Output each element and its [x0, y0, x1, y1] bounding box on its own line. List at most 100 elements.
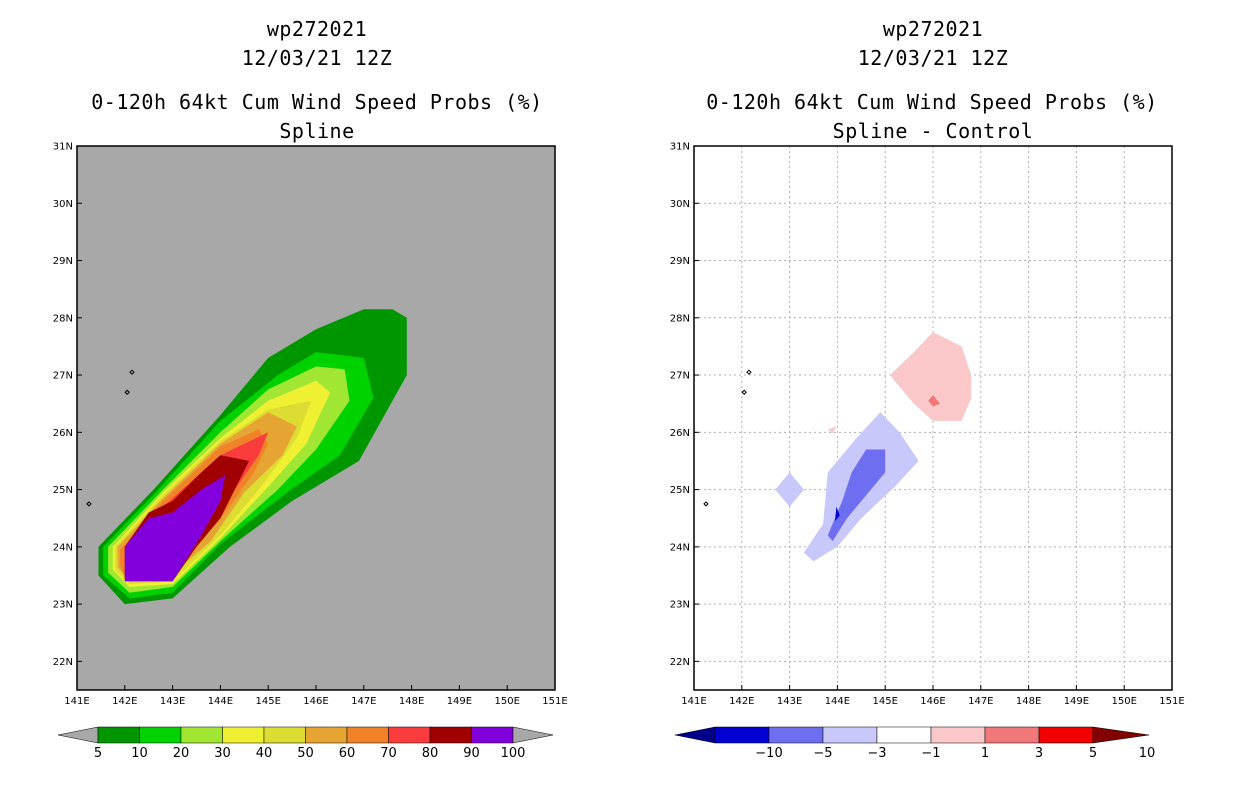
y-tick-label: 29N	[670, 256, 690, 267]
x-tick-label: 145E	[872, 696, 897, 707]
left-title-product: 0-120h 64kt Cum Wind Speed Probs (%)	[91, 90, 543, 114]
colorbar-label: −1	[921, 746, 940, 761]
x-tick-label: 150E	[1111, 696, 1136, 707]
colorbar-label: 20	[173, 746, 190, 761]
colorbar-low-arrow	[674, 726, 716, 744]
contour-neg1-1	[775, 472, 804, 507]
y-tick-label: 27N	[670, 371, 690, 382]
island-outline	[741, 389, 747, 395]
right-title-storm-id: wp272021	[882, 17, 984, 41]
colorbar-swatch	[768, 726, 824, 744]
x-tick-label: 143E	[777, 696, 802, 707]
x-tick-label: 146E	[920, 696, 945, 707]
colorbar-label: 10	[131, 746, 148, 761]
colorbar-label: 40	[256, 746, 273, 761]
y-tick-label: 23N	[670, 600, 690, 611]
right-title-method: Spline - Control	[832, 119, 1034, 143]
colorbar-swatch	[263, 726, 306, 744]
colorbar-label: 10	[1139, 746, 1156, 761]
x-tick-label: 148E	[1016, 696, 1041, 707]
colorbar-swatch	[429, 726, 472, 744]
colorbar-label: 3	[1035, 746, 1043, 761]
x-tick-label: 144E	[208, 696, 233, 707]
x-tick-label: 142E	[729, 696, 754, 707]
y-tick-label: 27N	[53, 371, 73, 382]
colorbar-high-arrow	[1092, 726, 1150, 744]
colorbar-swatch	[139, 726, 182, 744]
contour-neg5-3	[835, 506, 840, 522]
x-tick-label: 142E	[112, 696, 137, 707]
y-tick-label: 25N	[670, 485, 690, 496]
colorbar-label: 5	[94, 746, 102, 761]
contour-1-5	[827, 426, 837, 434]
x-tick-label: 146E	[303, 696, 328, 707]
island-outline	[86, 501, 92, 507]
x-tick-label: 151E	[542, 696, 567, 707]
colorbar-label: 30	[214, 746, 231, 761]
x-tick-label: 151E	[1159, 696, 1184, 707]
colorbar-swatch	[388, 726, 431, 744]
left-title-method: Spline	[279, 119, 355, 143]
x-tick-label: 149E	[1064, 696, 1089, 707]
y-tick-label: 31N	[53, 142, 73, 153]
colorbar-label: −10	[755, 746, 782, 761]
y-tick-label: 28N	[53, 313, 73, 324]
contour-neg3-2	[827, 449, 886, 542]
x-tick-label: 144E	[825, 696, 850, 707]
colorbar-label: 1	[981, 746, 989, 761]
contour-90-9	[124, 475, 226, 582]
y-tick-label: 22N	[53, 657, 73, 668]
y-tick-label: 28N	[670, 313, 690, 324]
contour-3-6	[928, 395, 941, 407]
colorbar-swatch	[1038, 726, 1094, 744]
x-tick-label: 150E	[494, 696, 519, 707]
x-tick-label: 147E	[351, 696, 376, 707]
y-tick-label: 26N	[670, 428, 690, 439]
contour-1-4	[890, 332, 972, 421]
colorbar-low-arrow	[57, 726, 99, 744]
y-tick-label: 26N	[53, 428, 73, 439]
y-tick-label: 23N	[53, 600, 73, 611]
colorbar-label: 60	[339, 746, 356, 761]
left-title-storm-id: wp272021	[266, 17, 368, 41]
colorbar: 5 10 20 30 40 50 60 70 80 90 100	[57, 726, 554, 761]
colorbar-swatch	[346, 726, 389, 744]
colorbar-label: 50	[297, 746, 314, 761]
colorbar-swatch	[714, 726, 770, 744]
x-tick-label: 147E	[968, 696, 993, 707]
x-tick-label: 148E	[399, 696, 424, 707]
colorbar-swatch	[222, 726, 265, 744]
panel-0: 141E 142E 143E 144E 145E 146E 147E 148E 149E 150E…	[53, 142, 568, 762]
x-tick-label: 141E	[64, 696, 89, 707]
y-tick-label: 29N	[53, 256, 73, 267]
colorbar-swatch	[97, 726, 140, 744]
colorbar-swatch	[984, 726, 1040, 744]
colorbar-swatch	[930, 726, 986, 744]
colorbar-swatch	[822, 726, 878, 744]
y-tick-label: 30N	[670, 199, 690, 210]
x-tick-label: 143E	[160, 696, 185, 707]
colorbar-swatch	[471, 726, 514, 744]
left-title-datetime: 12/03/21 12Z	[241, 46, 393, 70]
y-tick-label: 24N	[53, 542, 73, 553]
y-tick-label: 31N	[670, 142, 690, 153]
y-tick-label: 30N	[53, 199, 73, 210]
colorbar-label: −5	[813, 746, 832, 761]
panel-1: 141E 142E 143E 144E 145E 146E 147E 148E 149E 150E…	[670, 142, 1185, 762]
colorbar-label: 90	[463, 746, 480, 761]
right-title-product: 0-120h 64kt Cum Wind Speed Probs (%)	[706, 90, 1158, 114]
colorbar-label: −3	[867, 746, 886, 761]
colorbar-swatch	[876, 726, 932, 744]
colorbar: −10 −5 −3 −1 1 3 5 10	[674, 726, 1156, 761]
y-tick-label: 25N	[53, 485, 73, 496]
colorbar-swatch	[305, 726, 348, 744]
x-tick-label: 149E	[447, 696, 472, 707]
colorbar-label: 5	[1089, 746, 1097, 761]
x-tick-label: 141E	[681, 696, 706, 707]
colorbar-label: 100	[501, 746, 526, 761]
colorbar-label: 80	[422, 746, 439, 761]
right-title-datetime: 12/03/21 12Z	[857, 46, 1009, 70]
island-outline	[124, 389, 130, 395]
colorbar-high-arrow	[512, 726, 554, 744]
